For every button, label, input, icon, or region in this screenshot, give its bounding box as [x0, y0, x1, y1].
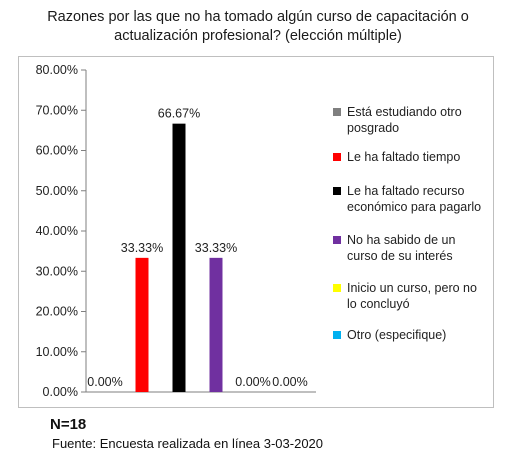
y-tick-label: 20.00%: [36, 305, 78, 319]
legend-swatch: [333, 187, 341, 195]
sample-size-label: N=18: [50, 416, 87, 433]
legend-swatch: [333, 236, 341, 244]
source-note: Fuente: Encuesta realizada en línea 3-03…: [52, 436, 324, 451]
y-tick-label: 50.00%: [36, 184, 78, 198]
y-tick-label: 30.00%: [36, 264, 78, 278]
legend-item: Le ha faltado recurso económico para paga…: [332, 183, 510, 215]
legend-item: Está estudiando otro posgrado: [332, 104, 510, 136]
y-tick-label: 80.00%: [36, 63, 78, 77]
bar: [172, 123, 186, 392]
bar-data-labels: 0.00%33.33%66.67%33.33%0.00% 0.00%: [87, 107, 307, 389]
y-tick-label: 60.00%: [36, 144, 78, 158]
legend-label: posgrado: [347, 121, 400, 135]
legend-swatch: [333, 153, 341, 161]
legend-label: lo concluyó: [347, 297, 410, 311]
legend-label: Otro (especifique): [347, 328, 447, 342]
chart-title-line-2: actualización profesional? (elección múl…: [114, 28, 402, 44]
y-tick-label: 0.00%: [43, 385, 78, 399]
legend-label: Está estudiando otro: [347, 105, 462, 119]
legend-label: Inicio un curso, pero no: [347, 281, 477, 295]
bar-data-label: 0.00%: [272, 375, 307, 389]
legend-label: económico para pagarlo: [347, 200, 482, 214]
bar-data-label: 0.00%: [235, 375, 270, 389]
bar-data-label: 33.33%: [195, 241, 237, 255]
legend-swatch: [333, 284, 341, 292]
legend-item: Otro (especifique): [332, 327, 510, 343]
bar-data-label: 33.33%: [121, 241, 163, 255]
legend-label: curso de su interés: [347, 249, 453, 263]
legend-swatch: [333, 331, 341, 339]
legend-item: Inicio un curso, pero no lo concluyó: [332, 280, 510, 312]
bar: [135, 257, 149, 392]
bars: [135, 123, 223, 392]
bar-data-label: 0.00%: [87, 375, 122, 389]
legend-label: Le ha faltado tiempo: [347, 150, 461, 164]
chart-area: [18, 56, 494, 408]
y-tick-label: 70.00%: [36, 103, 78, 117]
legend-label: Le ha faltado recurso: [347, 184, 465, 198]
legend-label: No ha sabido de un: [347, 233, 456, 247]
y-axis-ticks: 0.00% 10.00% 20.00% 30.00% 40.00% 50.00% 60.00…: [36, 63, 86, 399]
legend: Está estudiando otro posgrado Le ha faltad…: [332, 104, 510, 343]
y-tick-label: 10.00%: [36, 345, 78, 359]
legend-item: Le ha faltado tiempo: [332, 149, 510, 165]
legend-swatch: [333, 108, 341, 116]
chart-title: Razones por las que no ha tomado algún c…: [0, 8, 516, 46]
bar-data-label: 66.67%: [158, 107, 200, 121]
legend-item: No ha sabido de un curso de su interés: [332, 232, 510, 264]
y-tick-label: 40.00%: [36, 224, 78, 238]
bar: [209, 257, 223, 392]
chart-title-line-1: Razones por las que no ha tomado algún c…: [47, 9, 469, 25]
